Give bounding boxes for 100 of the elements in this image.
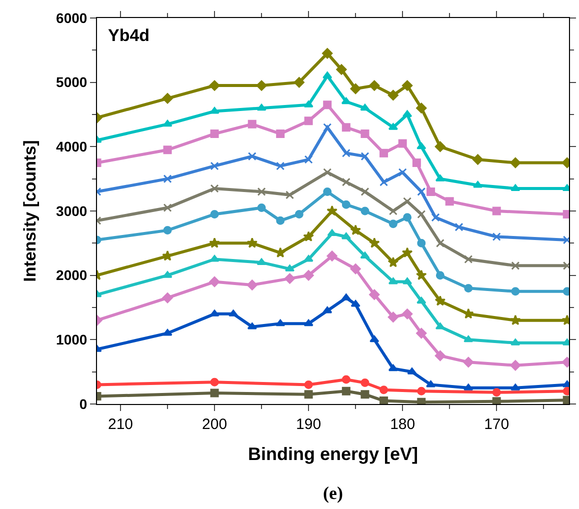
point: [407, 368, 417, 374]
y-tick-label: 6000: [56, 10, 88, 26]
point: [510, 360, 521, 371]
point: [492, 232, 501, 241]
point: [210, 378, 219, 386]
point: [322, 306, 332, 314]
point: [303, 231, 314, 242]
point: [370, 335, 380, 342]
point: [435, 322, 445, 330]
point: [510, 157, 521, 168]
point: [369, 289, 380, 300]
point: [210, 162, 219, 170]
point: [464, 255, 473, 264]
y-axis-title: Intensity [counts]: [20, 140, 40, 282]
point: [368, 238, 380, 248]
point: [350, 264, 361, 274]
point: [276, 162, 285, 170]
point: [336, 64, 347, 75]
point: [276, 130, 285, 138]
point: [403, 213, 412, 222]
point: [402, 308, 413, 320]
point: [492, 206, 501, 216]
point: [360, 378, 370, 388]
point: [388, 312, 398, 322]
x-tick-label: 200: [202, 416, 228, 433]
point: [342, 200, 350, 209]
point: [256, 258, 266, 265]
point: [322, 48, 333, 59]
point: [398, 139, 407, 148]
point: [294, 77, 304, 88]
point: [417, 210, 426, 218]
point: [323, 123, 332, 132]
point: [403, 197, 412, 206]
point: [434, 295, 446, 306]
point: [228, 310, 238, 316]
point: [472, 154, 484, 165]
x-tick-label: 170: [484, 416, 510, 433]
point: [304, 255, 314, 262]
point: [304, 380, 313, 389]
point: [445, 197, 454, 206]
point: [462, 308, 474, 319]
y-tick-label: 0: [79, 396, 88, 412]
y-tick-label: 5000: [56, 74, 88, 90]
y-tick-label: 4000: [56, 138, 88, 155]
point: [284, 273, 296, 284]
point: [210, 310, 220, 316]
point: [360, 104, 370, 111]
text: (e): [323, 483, 343, 503]
point: [510, 338, 520, 346]
point: [380, 178, 388, 186]
y-tick-label: 3000: [56, 202, 88, 219]
point: [350, 224, 361, 236]
point: [380, 148, 388, 158]
point: [162, 93, 173, 104]
point: [247, 322, 257, 330]
point: [416, 328, 427, 339]
point: [162, 120, 172, 127]
point: [304, 100, 314, 108]
point: [398, 168, 407, 177]
point: [417, 386, 426, 396]
point: [510, 384, 520, 390]
point: [248, 152, 256, 161]
point: [248, 120, 256, 128]
point: [416, 296, 426, 304]
point: [342, 386, 350, 396]
point: [256, 80, 267, 91]
point: [322, 72, 332, 78]
point: [210, 184, 219, 193]
point: [380, 396, 388, 404]
point: [276, 216, 285, 225]
point: [436, 271, 444, 280]
point: [162, 271, 172, 278]
point: [417, 398, 426, 404]
point: [402, 247, 413, 258]
point: [416, 102, 427, 114]
point: [286, 190, 294, 200]
point: [492, 397, 501, 404]
point: [162, 250, 173, 261]
point: [510, 314, 521, 326]
point: [304, 390, 313, 399]
point: [163, 204, 172, 212]
point: [162, 292, 173, 304]
point: [257, 187, 266, 196]
point: [464, 384, 474, 390]
point: [388, 278, 398, 284]
point: [246, 280, 258, 290]
point: [388, 220, 398, 228]
point: [388, 206, 398, 216]
x-tick-label: 180: [390, 416, 416, 433]
point: [369, 80, 380, 91]
point: [341, 294, 351, 300]
point: [323, 168, 332, 177]
point: [417, 238, 426, 248]
annotation: Yb4d: [108, 26, 150, 45]
point: [163, 146, 172, 154]
point: [463, 356, 474, 368]
point: [326, 205, 338, 216]
point: [436, 238, 444, 248]
point: [511, 261, 520, 270]
point: [304, 116, 313, 126]
